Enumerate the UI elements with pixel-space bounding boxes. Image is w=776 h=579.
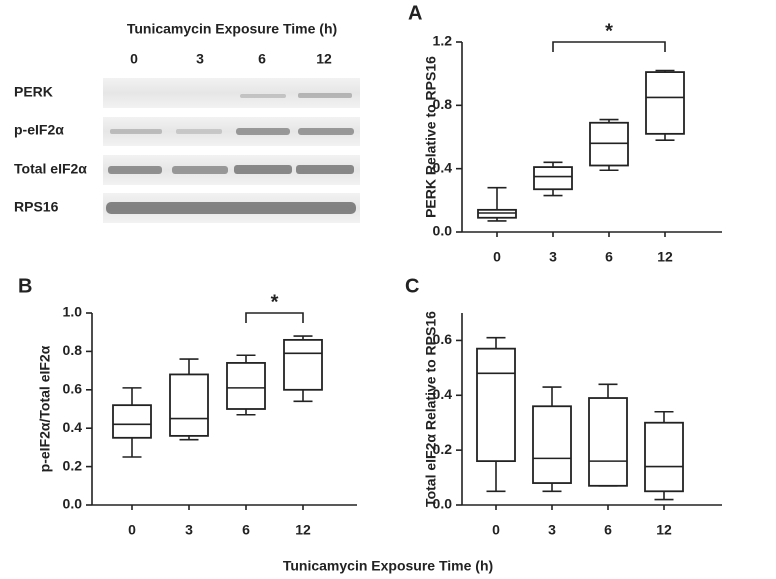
x-tick-label: 0 bbox=[128, 522, 136, 538]
x-tick-label: 6 bbox=[242, 522, 250, 538]
x-tick-label: 12 bbox=[657, 249, 673, 265]
significance-bracket bbox=[245, 312, 304, 323]
box bbox=[112, 404, 152, 439]
lane-label: 12 bbox=[316, 51, 332, 67]
x-tick-label: 0 bbox=[493, 249, 501, 265]
box bbox=[226, 362, 266, 410]
panel-label: C bbox=[405, 275, 419, 297]
lane-label: 6 bbox=[258, 51, 266, 67]
y-axis-label: PERK Relative to RPS16 bbox=[423, 56, 439, 218]
y-tick-label: 0.6 bbox=[433, 331, 453, 347]
box bbox=[476, 347, 516, 463]
y-tick-label: 0.8 bbox=[433, 96, 453, 112]
figure-xlabel: Tunicamycin Exposure Time (h) bbox=[283, 558, 493, 574]
x-tick-label: 6 bbox=[605, 249, 613, 265]
y-tick-label: 0.4 bbox=[63, 419, 83, 435]
blot-title: Tunicamycin Exposure Time (h) bbox=[127, 21, 337, 37]
blot-strip bbox=[103, 78, 360, 108]
y-tick-label: 0.4 bbox=[433, 159, 453, 175]
significance-bracket bbox=[552, 41, 666, 52]
box bbox=[645, 71, 685, 135]
box bbox=[533, 166, 573, 191]
y-tick-label: 0.6 bbox=[63, 381, 83, 397]
box bbox=[644, 421, 684, 493]
significance-label: * bbox=[271, 291, 279, 313]
row-label: Total eIF2α bbox=[14, 161, 87, 177]
y-tick-label: 0.4 bbox=[433, 386, 453, 402]
x-tick-label: 3 bbox=[185, 522, 193, 538]
row-label: RPS16 bbox=[14, 199, 59, 215]
lane-label: 3 bbox=[196, 51, 204, 67]
box bbox=[588, 397, 628, 487]
x-tick-label: 12 bbox=[295, 522, 311, 538]
y-tick-label: 1.0 bbox=[63, 304, 83, 320]
lane-label: 0 bbox=[130, 51, 138, 67]
row-label: p-eIF2α bbox=[14, 122, 64, 138]
x-tick-label: 3 bbox=[548, 522, 556, 538]
row-label: PERK bbox=[14, 84, 53, 100]
y-tick-label: 0.0 bbox=[433, 223, 453, 239]
blot: Tunicamycin Exposure Time (h) 0 3 6 12 P… bbox=[14, 21, 360, 223]
y-axis-label: p-eIF2α/Total eIF2α bbox=[37, 345, 53, 472]
box bbox=[532, 405, 572, 484]
x-tick-label: 12 bbox=[656, 522, 672, 538]
y-tick-label: 1.2 bbox=[433, 33, 453, 49]
significance-label: * bbox=[605, 20, 613, 42]
panel-label: B bbox=[18, 275, 32, 297]
y-axis-label: Total eIF2α Relative to RPS16 bbox=[423, 311, 439, 507]
x-tick-label: 6 bbox=[604, 522, 612, 538]
y-tick-label: 0.2 bbox=[63, 457, 83, 473]
y-tick-label: 0.8 bbox=[63, 342, 83, 358]
y-tick-label: 0.0 bbox=[63, 496, 83, 512]
x-tick-label: 0 bbox=[492, 522, 500, 538]
box bbox=[283, 338, 323, 391]
bands bbox=[106, 93, 356, 214]
y-tick-label: 0.0 bbox=[433, 496, 453, 512]
box bbox=[169, 373, 209, 437]
x-tick-label: 3 bbox=[549, 249, 557, 265]
panel-label: A bbox=[408, 2, 422, 24]
y-tick-label: 0.2 bbox=[433, 441, 453, 457]
